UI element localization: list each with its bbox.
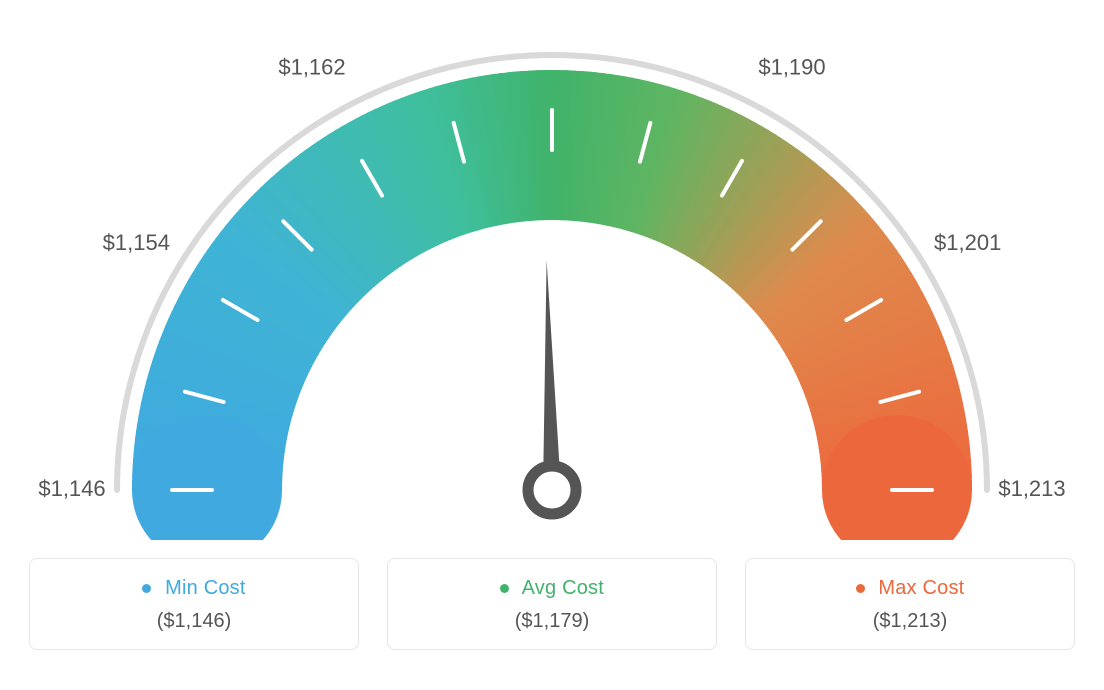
legend-value-min: ($1,146): [50, 610, 338, 633]
tick-label: $1,162: [278, 54, 345, 79]
gauge-svg: $1,146$1,154$1,162$1,179$1,190$1,201$1,2…: [20, 20, 1084, 540]
tick-label: $1,201: [934, 230, 1001, 255]
needle: [543, 260, 561, 490]
legend-row: Min Cost ($1,146) Avg Cost ($1,179) Max …: [20, 558, 1084, 650]
tick-label: $1,213: [998, 476, 1065, 501]
legend-title-text: Avg Cost: [522, 577, 604, 599]
tick-label: $1,154: [103, 230, 170, 255]
tick-label: $1,146: [38, 476, 105, 501]
dot-icon: [500, 584, 509, 593]
legend-title-text: Min Cost: [165, 577, 246, 599]
legend-title-max: Max Cost: [766, 577, 1054, 600]
legend-title-avg: Avg Cost: [408, 577, 696, 600]
legend-value-max: ($1,213): [766, 610, 1054, 633]
legend-card-min: Min Cost ($1,146): [29, 558, 359, 650]
needle-hub: [528, 466, 576, 514]
tick-label: $1,190: [758, 54, 825, 79]
dot-icon: [856, 584, 865, 593]
legend-card-avg: Avg Cost ($1,179): [387, 558, 717, 650]
legend-title-min: Min Cost: [50, 577, 338, 600]
legend-value-avg: ($1,179): [408, 610, 696, 633]
legend-card-max: Max Cost ($1,213): [745, 558, 1075, 650]
dot-icon: [142, 584, 151, 593]
legend-title-text: Max Cost: [878, 577, 964, 599]
gauge-container: $1,146$1,154$1,162$1,179$1,190$1,201$1,2…: [20, 20, 1084, 540]
